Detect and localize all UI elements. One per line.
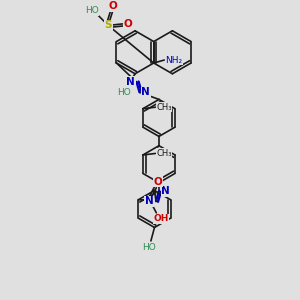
Text: O: O bbox=[154, 177, 163, 187]
Text: N: N bbox=[161, 186, 170, 196]
Text: HO: HO bbox=[85, 6, 99, 15]
Text: N: N bbox=[141, 87, 150, 97]
Text: NH₂: NH₂ bbox=[166, 56, 183, 64]
Text: CH₃: CH₃ bbox=[156, 149, 172, 158]
Text: OH: OH bbox=[153, 214, 169, 223]
Text: S: S bbox=[104, 20, 112, 30]
Text: CH₃: CH₃ bbox=[156, 103, 172, 112]
Text: N: N bbox=[145, 196, 154, 206]
Text: O: O bbox=[108, 1, 117, 11]
Text: HO: HO bbox=[142, 243, 155, 252]
Text: N: N bbox=[126, 77, 135, 87]
Text: HO: HO bbox=[117, 88, 130, 97]
Text: O: O bbox=[123, 19, 132, 29]
